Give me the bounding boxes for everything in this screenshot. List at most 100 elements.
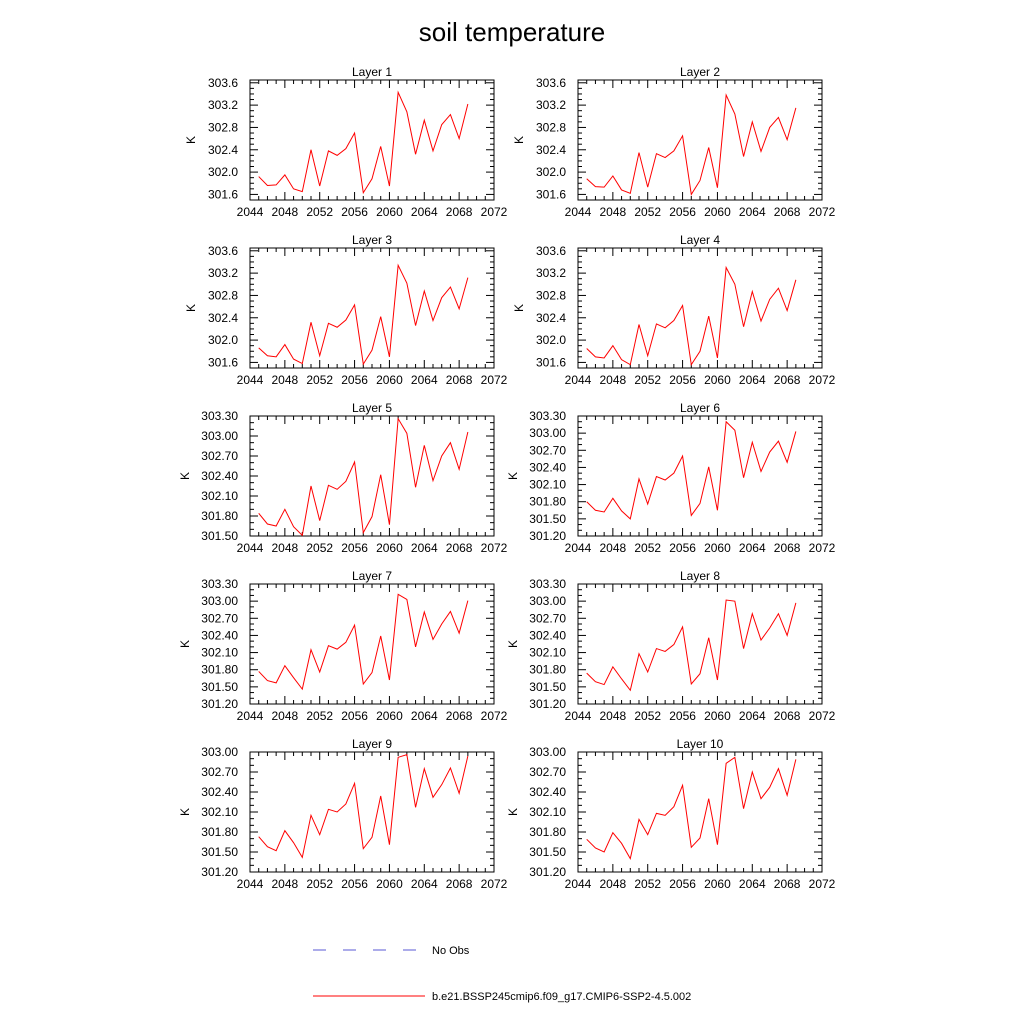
legend-label-model: b.e21.BSSP245cmip6.f09_g17.CMIP6-SSP2-4.…: [432, 991, 691, 1003]
panel-layer-3-ytick-label: 302.4: [208, 311, 238, 325]
panel-layer-5-xtick-label: 2072: [481, 541, 508, 555]
panel-layer-1-ytick-label: 302.0: [208, 165, 238, 179]
panel-layer-3-ytick-label: 301.6: [208, 355, 238, 369]
panel-layer-9-ytick-label: 301.80: [201, 825, 238, 839]
panel-layer-8-ytick-label: 301.20: [529, 697, 566, 711]
panel-layer-8-xtick-label: 2064: [739, 709, 766, 723]
panel-layer-8-ytick-label: 302.40: [529, 628, 566, 642]
panel-layer-2: Layer 2 K 2044 2048 2052 2056 2060 2064 2068 2072…: [512, 65, 836, 219]
panel-layer-4-xtick-label: 2060: [704, 373, 731, 387]
panel-layer-9-xtick-label: 2044: [237, 877, 264, 891]
panel-layer-2-xtick-label: 2068: [774, 205, 801, 219]
panel-layer-5-xtick-label: 2044: [237, 541, 264, 555]
panel-layer-4-ytick-label: 302.8: [536, 288, 566, 302]
panel-layer-7-ytick-label: 303.30: [201, 577, 238, 591]
panel-layer-10-ytick-label: 301.80: [529, 825, 566, 839]
panel-layer-6-xtick-label: 2048: [600, 541, 627, 555]
panel-layer-6-ytick-label: 303.30: [529, 409, 566, 423]
panel-layer-8-ytick-label: 303.30: [529, 577, 566, 591]
panel-layer-5-xtick-label: 2060: [376, 541, 403, 555]
panel-layer-5-title: Layer 5: [352, 401, 392, 415]
panel-layer-8-series-line: [586, 599, 797, 692]
panel-layer-7-ytick-label: 301.50: [201, 680, 238, 694]
panel-layer-10-ytick-label: 303.00: [529, 745, 566, 759]
panel-layer-6-ytick-label: 303.00: [529, 426, 566, 440]
panel-layer-2-ytick-label: 303.2: [536, 98, 566, 112]
panel-layer-3-xtick-label: 2056: [341, 373, 368, 387]
panel-layer-9-ytick-label: 302.10: [201, 805, 238, 819]
panel-layer-10-series-line: [586, 756, 797, 861]
panel-layer-2-xtick-label: 2052: [634, 205, 661, 219]
panel-layer-1-xtick-label: 2072: [481, 205, 508, 219]
panel-layer-6-ytick-label: 301.50: [529, 512, 566, 526]
panel-layer-9: Layer 9 K 2044 2048 2052 2056 2060 2064 2068 2072…: [178, 737, 508, 891]
panel-layer-3-xtick-label: 2072: [481, 373, 508, 387]
panel-layer-7-xtick-label: 2068: [446, 709, 473, 723]
panel-layer-5-ytick-label: 301.80: [201, 509, 238, 523]
panel-layer-6-ytick-label: 302.10: [529, 478, 566, 492]
panel-layer-7-ytick-label: 302.10: [201, 646, 238, 660]
figure-title: soil temperature: [419, 17, 605, 47]
panel-layer-8-ylabel: K: [506, 640, 520, 648]
panel-layer-2-xtick-label: 2060: [704, 205, 731, 219]
panel-layer-5-ytick-label: 302.40: [201, 469, 238, 483]
panel-layer-5-frame: [249, 415, 495, 537]
panel-layer-6-xtick-label: 2068: [774, 541, 801, 555]
panel-layer-6-xtick-label: 2044: [565, 541, 592, 555]
panel-layer-6-xtick-label: 2056: [669, 541, 696, 555]
panel-layer-8-xtick-label: 2072: [809, 709, 836, 723]
panel-layer-3: Layer 3 K 2044 2048 2052 2056 2060 2064 2068 2072…: [184, 233, 508, 387]
panel-layer-7-title: Layer 7: [352, 569, 392, 583]
panel-layer-1-ytick-label: 303.2: [208, 98, 238, 112]
panel-layer-1-xtick-label: 2068: [446, 205, 473, 219]
panel-layer-1-ytick-label: 302.8: [208, 120, 238, 134]
panel-layer-10-ytick-label: 301.20: [529, 865, 566, 879]
panel-layer-8-ytick-label: 303.00: [529, 594, 566, 608]
panel-layer-7-ytick-label: 302.70: [201, 611, 238, 625]
panel-layer-9-ytick-label: 302.40: [201, 785, 238, 799]
panel-layer-1-xtick-label: 2052: [306, 205, 333, 219]
panel-layer-1-series-line: [258, 90, 469, 195]
panel-layer-10-xtick-label: 2068: [774, 877, 801, 891]
panel-layer-10-xtick-label: 2052: [634, 877, 661, 891]
panel-layer-4-ytick-label: 303.2: [536, 266, 566, 280]
panel-layer-9-ytick-label: 301.50: [201, 845, 238, 859]
panel-layer-3-xtick-label: 2052: [306, 373, 333, 387]
panel-layer-3-title: Layer 3: [352, 233, 392, 247]
panel-layer-5-ytick-label: 303.30: [201, 409, 238, 423]
panel-layer-5-xtick-label: 2048: [272, 541, 299, 555]
panel-layer-9-xtick-label: 2048: [272, 877, 299, 891]
panel-layer-5: Layer 5 K 2044 2048 2052 2056 2060 2064 2068 2072…: [178, 401, 508, 555]
panel-layer-3-ytick-label: 303.6: [208, 244, 238, 258]
panel-layer-4-xtick-label: 2044: [565, 373, 592, 387]
panel-layer-9-xtick-label: 2052: [306, 877, 333, 891]
panel-layer-7-xtick-label: 2052: [306, 709, 333, 723]
panel-layer-7-xtick-label: 2064: [411, 709, 438, 723]
panel-layer-1-title: Layer 1: [352, 65, 392, 79]
panel-layer-10-title: Layer 10: [677, 737, 724, 751]
panel-layer-4-ytick-label: 303.6: [536, 244, 566, 258]
panel-layer-9-xtick-label: 2064: [411, 877, 438, 891]
panel-layer-8-ytick-label: 301.80: [529, 663, 566, 677]
panel-layer-5-ylabel: K: [178, 472, 192, 480]
panel-layer-7-xtick-label: 2044: [237, 709, 264, 723]
panel-layer-10-ytick-label: 302.40: [529, 785, 566, 799]
panel-layer-5-xtick-label: 2056: [341, 541, 368, 555]
panel-layer-6-xtick-label: 2052: [634, 541, 661, 555]
panel-layer-1-ylabel: K: [184, 136, 198, 144]
panel-layer-5-series-line: [258, 417, 469, 537]
panel-layer-5-xtick-label: 2052: [306, 541, 333, 555]
panel-layer-4-xtick-label: 2056: [669, 373, 696, 387]
panel-layer-1-xtick-label: 2056: [341, 205, 368, 219]
panel-layer-2-xtick-label: 2064: [739, 205, 766, 219]
panel-layer-10-frame: [577, 751, 823, 873]
panel-layer-5-ytick-label: 302.10: [201, 489, 238, 503]
panel-layer-4-series-line: [586, 265, 797, 367]
panel-layer-2-ytick-label: 302.8: [536, 120, 566, 134]
panel-layer-9-xtick-label: 2068: [446, 877, 473, 891]
panel-layer-6-xtick-label: 2072: [809, 541, 836, 555]
panel-layer-10-xtick-label: 2048: [600, 877, 627, 891]
panel-layer-5-xtick-label: 2068: [446, 541, 473, 555]
panel-layer-7-ytick-label: 301.20: [201, 697, 238, 711]
panel-layer-3-ylabel: K: [184, 304, 198, 312]
